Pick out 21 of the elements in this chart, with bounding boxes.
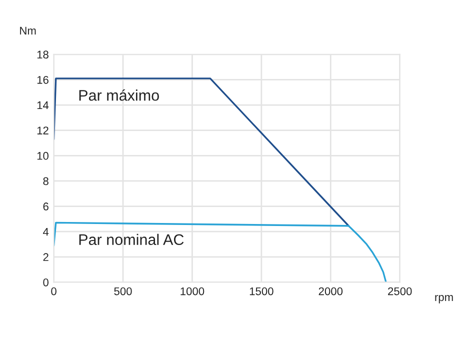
x-tick-label: 2500: [388, 287, 412, 296]
y-tick-label: 12: [37, 126, 48, 134]
x-tick-label: 500: [114, 287, 132, 296]
y-tick-label: 4: [43, 228, 49, 236]
y-tick-label: 0: [43, 278, 48, 286]
x-axis-title: rpm: [435, 295, 453, 304]
line-series: [54, 222, 387, 282]
y-tick-label: 6: [43, 202, 48, 210]
y-tick-label: 16: [37, 76, 48, 84]
y-tick-label: 2: [43, 253, 48, 261]
y-tick-label: 8: [43, 177, 48, 186]
x-tick-label: 2000: [318, 287, 343, 296]
x-tick-label: 1000: [180, 287, 204, 296]
series-label: Par máximo: [79, 89, 159, 101]
y-axis-title: Nm: [20, 26, 36, 34]
x-tick-label: 0: [51, 287, 56, 296]
series-label: Par nominal AC: [79, 234, 184, 246]
y-tick-label: 18: [37, 50, 48, 59]
x-tick-label: 1500: [250, 287, 274, 296]
y-tick-label: 14: [37, 101, 49, 110]
y-tick-label: 10: [37, 152, 48, 160]
